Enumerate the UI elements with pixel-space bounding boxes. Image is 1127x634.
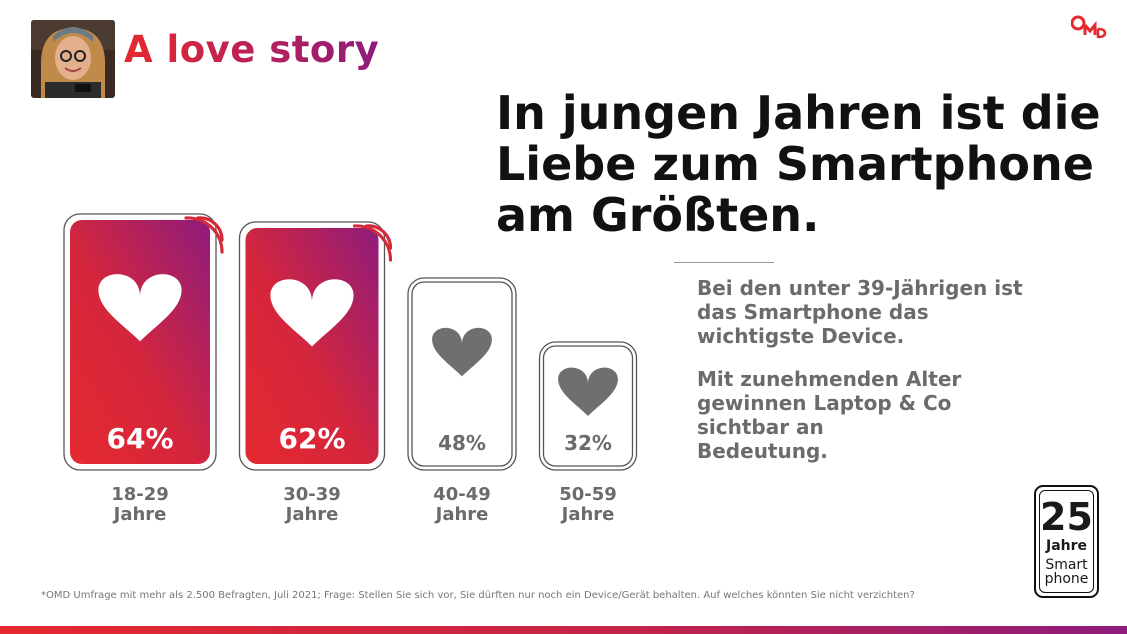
heart-icon [558,367,618,416]
category-label: Jahre [284,504,339,525]
phone-outline [63,213,217,471]
divider [674,262,774,263]
omd-logo [1070,15,1107,43]
badge-smart-label: Smart [1045,557,1088,573]
body-line: Bedeutung. [697,439,828,463]
body-paragraph-2: Mit zunehmenden Alter gewinnen Laptop & … [697,367,1027,463]
body-line: wichtigste Device. [697,324,905,348]
phone-outline [538,341,638,471]
value-label: 32% [564,431,612,455]
value-label: 62% [278,422,345,455]
category-label: Jahre [112,504,167,525]
body-paragraph-1: Bei den unter 39-Jährigen ist das Smartp… [697,276,1027,348]
heart-icon [432,327,492,377]
headline: In jungen Jahren ist die Liebe zum Smart… [496,88,1116,241]
signal-wave-icon [184,216,224,254]
body-line: Bei den unter 39-Jährigen ist [697,276,1023,300]
25-jahre-smartphone-badge: 25 Jahre Smart phone [1034,485,1099,598]
footnote: *OMD Umfrage mit mehr als 2.500 Befragte… [41,590,915,601]
headline-line: In jungen Jahren ist die [496,86,1101,140]
body-line: Mit zunehmenden Alter [697,367,962,391]
headline-line: am Größten. [496,188,820,242]
body-line: gewinnen Laptop & Co [697,391,952,415]
category-label: Jahre [560,504,615,525]
woman-with-phone-photo [31,20,115,98]
heart-icon [270,279,354,347]
category-label: 50-59 [559,484,617,505]
brand-title: A love story [124,28,380,71]
signal-wave-icon [364,224,393,250]
body-line: sichtbar an [697,415,824,439]
category-label: Jahre [434,504,489,525]
badge-phone-label: phone [1044,571,1089,587]
value-label: 48% [438,431,486,455]
phone-outline [238,221,386,471]
category-label: 40-49 [433,484,491,505]
signal-wave-icon [352,224,393,262]
signal-wave-icon [196,216,224,242]
value-label: 64% [106,422,173,455]
bottom-gradient-bar [0,626,1127,634]
smartphone-bar-chart: 64%18-29Jahre62%30-39Jahre48%40-49Jahre3… [63,213,638,525]
heart-icon [98,274,182,342]
badge-jahre-label: Jahre [1045,538,1088,554]
category-label: 30-39 [283,484,341,505]
phone-outline [407,277,517,471]
badge-number: 25 [1040,495,1093,539]
category-label: 18-29 [111,484,169,505]
body-line: das Smartphone das [697,300,929,324]
headline-line: Liebe zum Smartphone [496,137,1094,191]
